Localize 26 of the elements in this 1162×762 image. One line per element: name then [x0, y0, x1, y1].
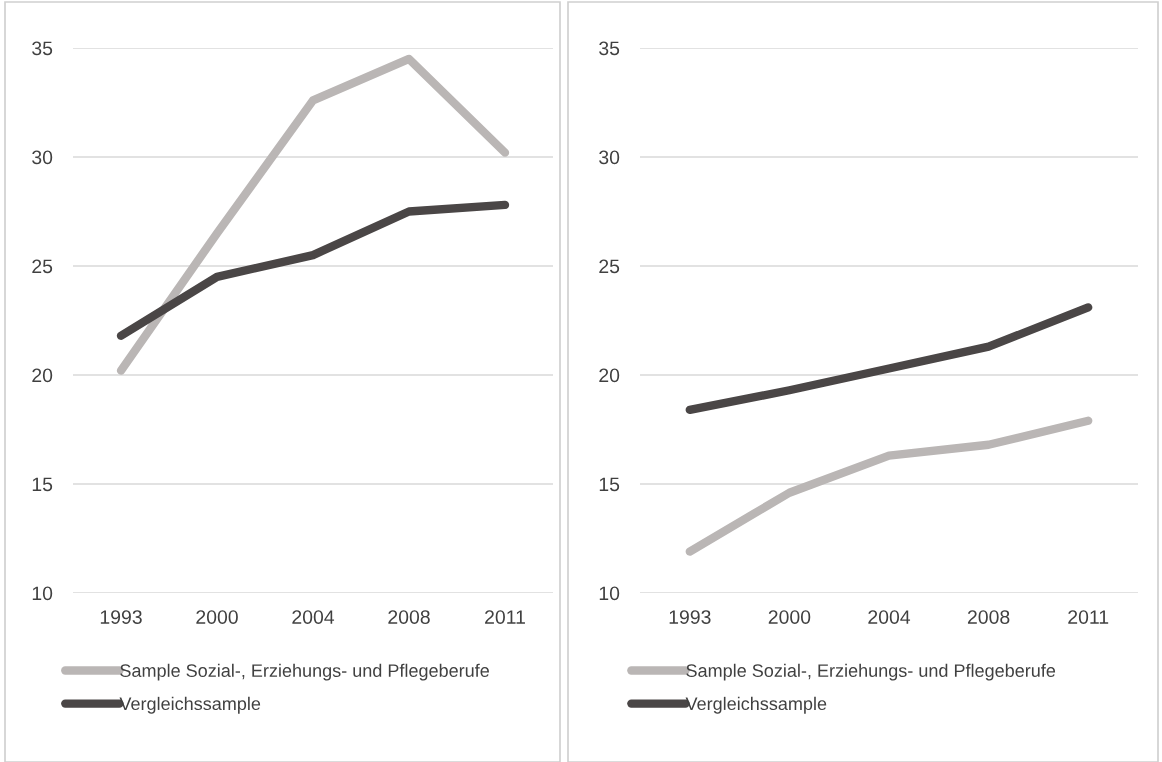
x-tick-label: 2000 [196, 610, 238, 624]
legend-label: Sample Sozial-, Erziehungs- und Pflegeberufe [686, 663, 1056, 681]
y-tick-label: 20 [599, 368, 620, 383]
y-tick-label: 25 [32, 259, 53, 274]
legend-label: Sample Sozial-, Erziehungs- und Pflegeberufe [120, 663, 489, 681]
x-tick-label: 1993 [669, 610, 711, 624]
y-tick-label: 35 [599, 41, 620, 56]
y-tick-label: 35 [32, 41, 53, 56]
y-tick-label: 20 [32, 368, 53, 383]
x-tick-label: 2000 [768, 610, 811, 624]
y-tick-label: 30 [599, 150, 620, 165]
x-tick-label: 2004 [292, 610, 335, 624]
legend-label: Vergleichssample [119, 696, 261, 714]
y-tick-label: 30 [32, 150, 53, 165]
x-tick-label: 1993 [100, 610, 142, 624]
x-tick-label: 2008 [967, 610, 1010, 624]
y-tick-label: 10 [32, 586, 53, 601]
y-tick-label: 25 [599, 259, 620, 274]
y-tick-label: 15 [599, 477, 620, 492]
x-tick-label: 2011 [485, 610, 525, 624]
legend-label: Vergleichssample [685, 696, 827, 714]
y-tick-label: 15 [32, 477, 53, 492]
x-tick-label: 2011 [1068, 610, 1109, 624]
x-tick-label: 2004 [868, 610, 911, 624]
x-tick-label: 2008 [388, 610, 430, 624]
y-tick-label: 10 [599, 586, 620, 601]
